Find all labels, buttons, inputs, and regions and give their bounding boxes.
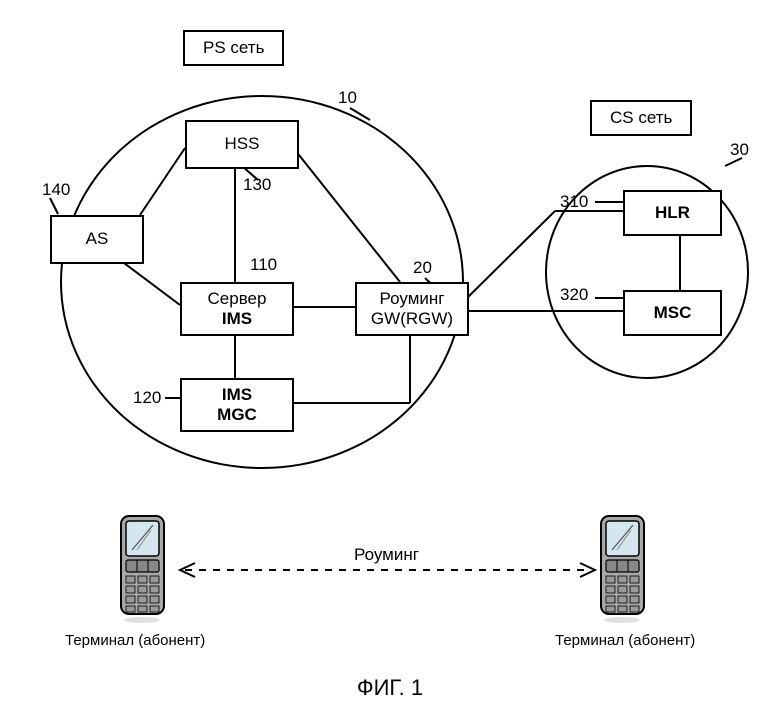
ims-mgc-node: IMS MGC: [180, 378, 294, 432]
phone-left-icon: [115, 510, 170, 625]
server-ims-l2: IMS: [182, 309, 292, 329]
hss-label: HSS: [187, 134, 297, 154]
roaming-gw-node: Роуминг GW(RGW): [355, 282, 469, 336]
terminal-left-label: Терминал (абонент): [65, 632, 205, 649]
ps-network-label: PS сеть: [183, 30, 284, 66]
roaming-gw-l2: GW(RGW): [357, 309, 467, 329]
hlr-node: HLR: [623, 190, 722, 236]
ims-mgc-l2: MGC: [182, 405, 292, 425]
n130: 130: [243, 175, 271, 195]
n310: 310: [560, 192, 588, 212]
n120: 120: [133, 388, 161, 408]
n320: 320: [560, 285, 588, 305]
msc-label: MSC: [625, 303, 720, 323]
as-label: AS: [52, 229, 142, 249]
as-node: AS: [50, 215, 144, 264]
figure-label: ФИГ. 1: [0, 675, 780, 701]
server-ims-l1: Сервер: [182, 289, 292, 309]
phone-right-icon: [595, 510, 650, 625]
roaming-gw-l1: Роуминг: [357, 289, 467, 309]
hss-node: HSS: [185, 120, 299, 169]
n110: 110: [250, 255, 277, 275]
diagram-canvas: PS сеть CS сеть HSS AS Сервер IMS IMS MG…: [0, 0, 780, 710]
hlr-label: HLR: [625, 203, 720, 223]
cs-network-label: CS сеть: [590, 100, 692, 136]
n10: 10: [338, 88, 357, 108]
msc-node: MSC: [623, 290, 722, 336]
n140: 140: [42, 180, 70, 200]
n20: 20: [413, 258, 432, 278]
server-ims-node: Сервер IMS: [180, 282, 294, 336]
terminal-right-label: Терминал (абонент): [555, 632, 695, 649]
roaming-label: Роуминг: [350, 545, 423, 565]
n30: 30: [730, 140, 749, 160]
ims-mgc-l1: IMS: [182, 385, 292, 405]
